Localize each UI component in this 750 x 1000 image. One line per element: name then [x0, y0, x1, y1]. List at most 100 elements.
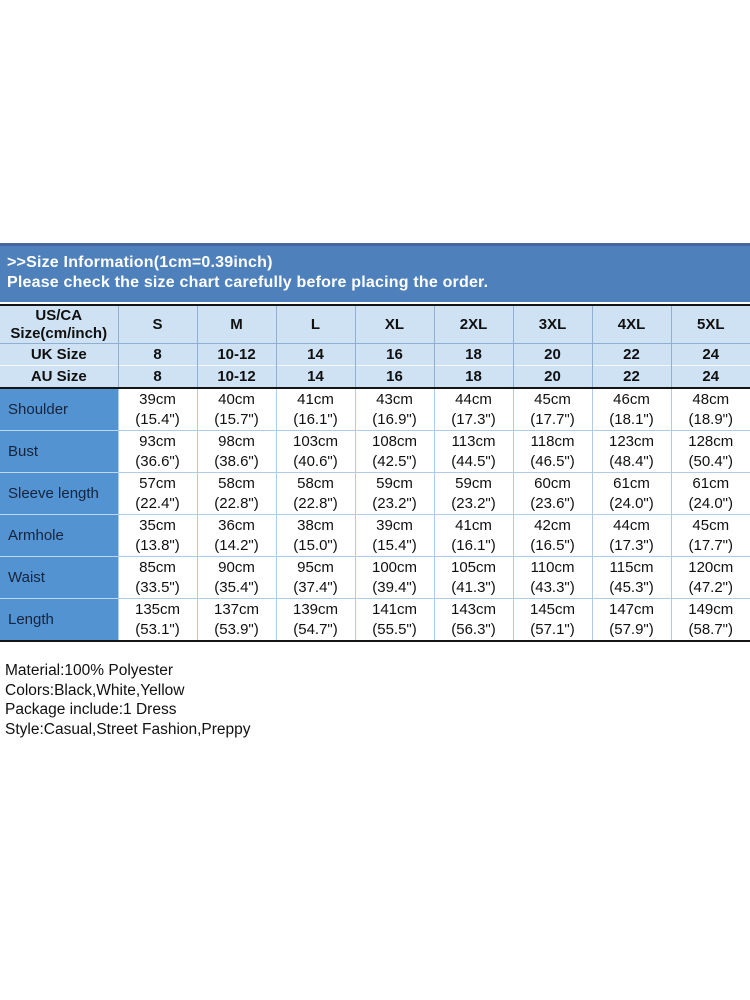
- size-column-header: 2XL: [433, 305, 513, 344]
- value-cm: 98cm: [218, 432, 255, 450]
- size-value-cell: 20: [512, 365, 592, 389]
- value-cm: 57cm: [139, 474, 176, 492]
- banner-title: >>Size Information(1cm=0.39inch): [7, 254, 273, 271]
- value-inch: (18.1"): [609, 410, 654, 428]
- measurement-value-cell: 93cm (36.6"): [117, 430, 197, 473]
- value-inch: (14.2"): [214, 536, 259, 554]
- size-column-header: 5XL: [670, 305, 750, 344]
- value-cm: 115cm: [609, 558, 654, 576]
- value-inch: (35.4"): [214, 578, 259, 596]
- value-cm: 58cm: [297, 474, 334, 492]
- measurement-row: Sleeve length 57cm (22.4") 58cm (22.8") 58cm (…: [0, 472, 750, 515]
- measurement-value-cell: 44cm (17.3"): [591, 514, 671, 557]
- value-inch: (17.7"): [688, 536, 733, 554]
- value-inch: (33.5"): [135, 578, 180, 596]
- size-row-label: UK Size: [0, 343, 118, 366]
- measurement-value-cell: 59cm (23.2"): [433, 472, 513, 515]
- product-detail-line: Colors:Black,White,Yellow: [5, 681, 185, 699]
- banner-subtitle: Please check the size chart carefully be…: [7, 274, 489, 291]
- size-value-cell: 14: [275, 343, 355, 366]
- value-inch: (56.3"): [451, 620, 496, 638]
- size-table: US/CA Size(cm/inch) S M L XL 2XL 3XL 4XL 5XL UK…: [0, 304, 750, 642]
- corner-header: US/CA Size(cm/inch): [0, 305, 118, 344]
- size-row-label: AU Size: [0, 365, 118, 389]
- value-inch: (37.4"): [293, 578, 338, 596]
- measurement-value-cell: 39cm (15.4"): [354, 514, 434, 557]
- measurement-value-cell: 103cm (40.6"): [275, 430, 355, 473]
- value-inch: (43.3"): [530, 578, 575, 596]
- measurement-value-cell: 110cm (43.3"): [512, 556, 592, 599]
- value-inch: (54.7"): [293, 620, 338, 638]
- value-cm: 44cm: [613, 516, 650, 534]
- measurement-row: Armhole 35cm (13.8") 36cm (14.2") 38cm (15.0")…: [0, 514, 750, 557]
- size-header-row: US/CA Size(cm/inch) S M L XL 2XL 3XL 4XL 5XL: [0, 305, 750, 344]
- value-inch: (23.2"): [451, 494, 496, 512]
- product-detail-line: Style:Casual,Street Fashion,Preppy: [5, 720, 251, 738]
- product-detail-line: Package include:1 Dress: [5, 701, 177, 718]
- value-inch: (40.6"): [293, 452, 338, 470]
- measurement-value-cell: 58cm (22.8"): [275, 472, 355, 515]
- value-cm: 60cm: [534, 474, 571, 492]
- banner: >>Size Information(1cm=0.39inch) Please …: [0, 243, 750, 302]
- value-inch: (53.1"): [135, 620, 180, 638]
- value-cm: 113cm: [451, 432, 496, 450]
- value-cm: 120cm: [688, 558, 734, 576]
- value-cm: 48cm: [692, 390, 730, 408]
- value-cm: 143cm: [450, 600, 497, 618]
- measurement-row: Bust 93cm (36.6") 98cm (38.6") 103cm (40.6") 10…: [0, 430, 750, 473]
- measurement-value-cell: 145cm (57.1"): [512, 598, 592, 641]
- measurement-value-cell: 147cm (57.9"): [591, 598, 671, 641]
- value-cm: 45cm: [692, 516, 730, 534]
- value-inch: (50.4"): [688, 452, 733, 470]
- value-cm: 59cm: [455, 474, 492, 492]
- value-cm: 85cm: [139, 558, 176, 576]
- measurement-value-cell: 141cm (55.5"): [354, 598, 434, 641]
- measurement-value-cell: 45cm (17.7"): [512, 388, 592, 431]
- value-cm: 105cm: [450, 558, 497, 576]
- value-cm: 39cm: [139, 390, 176, 408]
- value-inch: (23.6"): [530, 494, 575, 512]
- measurement-value-cell: 137cm (53.9"): [196, 598, 276, 641]
- value-inch: (57.1"): [530, 620, 575, 638]
- value-cm: 58cm: [218, 474, 255, 492]
- value-inch: (16.1"): [451, 536, 496, 554]
- measurement-label: Bust: [0, 430, 118, 473]
- measurement-value-cell: 123cm (48.4"): [591, 430, 671, 473]
- size-column-header: 4XL: [591, 305, 671, 344]
- value-cm: 108cm: [371, 432, 418, 450]
- value-inch: (47.2"): [688, 578, 733, 596]
- measurement-value-cell: 143cm (56.3"): [433, 598, 513, 641]
- value-inch: (48.4"): [609, 452, 654, 470]
- size-value-cell: 8: [117, 343, 197, 366]
- measurement-value-cell: 60cm (23.6"): [512, 472, 592, 515]
- product-details: Material:100% Polyester Colors:Black,Whit…: [0, 642, 750, 739]
- value-inch: (57.9"): [609, 620, 654, 638]
- measurement-value-cell: 115cm (45.3"): [591, 556, 671, 599]
- size-column-header: M: [196, 305, 276, 344]
- value-cm: 42cm: [534, 516, 571, 534]
- value-cm: 95cm: [297, 558, 334, 576]
- size-column-header: L: [275, 305, 355, 344]
- value-inch: (13.8"): [135, 536, 180, 554]
- value-cm: 123cm: [608, 432, 655, 450]
- measurement-label: Length: [0, 598, 118, 641]
- value-cm: 41cm: [297, 390, 334, 408]
- value-cm: 40cm: [218, 390, 255, 408]
- measurement-value-cell: 45cm (17.7"): [670, 514, 750, 557]
- value-cm: 135cm: [134, 600, 181, 618]
- value-inch: (15.7"): [214, 410, 259, 428]
- measurement-value-cell: 44cm (17.3"): [433, 388, 513, 431]
- value-cm: 149cm: [688, 600, 734, 618]
- measurement-value-cell: 135cm (53.1"): [117, 598, 197, 641]
- measurement-value-cell: 139cm (54.7"): [275, 598, 355, 641]
- measurement-row: Waist 85cm (33.5") 90cm (35.4") 95cm (37.4") 10…: [0, 556, 750, 599]
- value-inch: (45.3"): [609, 578, 654, 596]
- measurement-value-cell: 36cm (14.2"): [196, 514, 276, 557]
- value-cm: 46cm: [613, 390, 650, 408]
- value-cm: 93cm: [139, 432, 176, 450]
- measurement-value-cell: 59cm (23.2"): [354, 472, 434, 515]
- measurement-value-cell: 35cm (13.8"): [117, 514, 197, 557]
- measurement-value-cell: 118cm (46.5"): [512, 430, 592, 473]
- size-value-cell: 8: [117, 365, 197, 389]
